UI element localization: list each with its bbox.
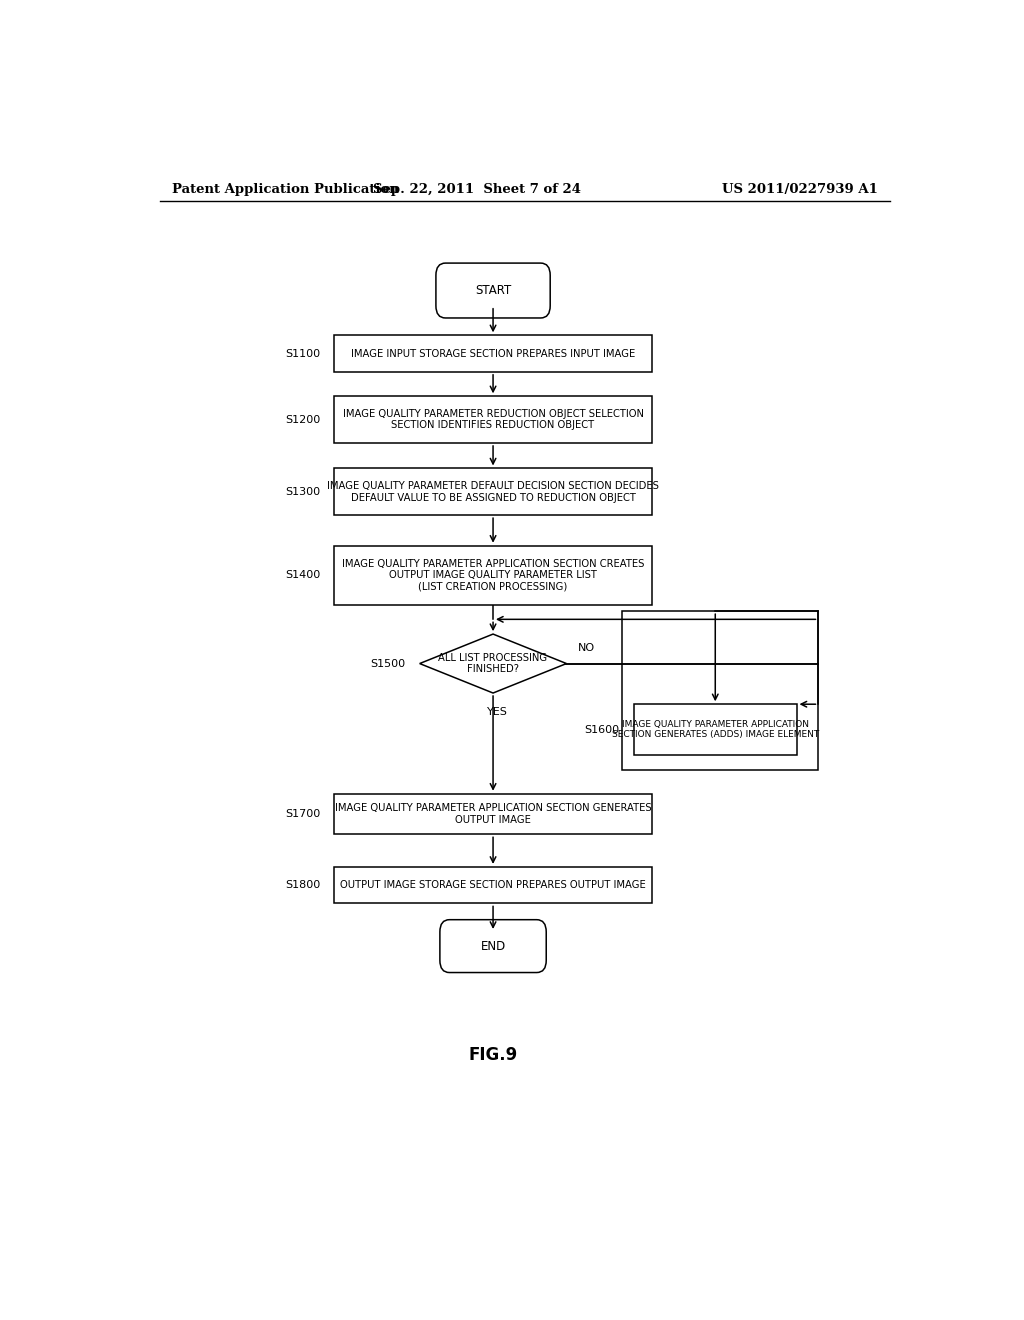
Text: IMAGE QUALITY PARAMETER APPLICATION SECTION GENERATES
OUTPUT IMAGE: IMAGE QUALITY PARAMETER APPLICATION SECT… — [335, 803, 651, 825]
Text: S1300: S1300 — [285, 487, 321, 496]
Bar — [622, 611, 818, 771]
Text: NO: NO — [579, 643, 596, 653]
Text: Patent Application Publication: Patent Application Publication — [172, 183, 398, 195]
Text: S1800: S1800 — [285, 880, 321, 890]
Text: S1600: S1600 — [585, 725, 620, 735]
Bar — [334, 867, 652, 903]
Text: Sep. 22, 2011  Sheet 7 of 24: Sep. 22, 2011 Sheet 7 of 24 — [373, 183, 582, 195]
Bar — [334, 396, 652, 444]
FancyBboxPatch shape — [436, 263, 550, 318]
Text: START: START — [475, 284, 511, 297]
Text: OUTPUT IMAGE STORAGE SECTION PREPARES OUTPUT IMAGE: OUTPUT IMAGE STORAGE SECTION PREPARES OU… — [340, 880, 646, 890]
Text: FIG.9: FIG.9 — [468, 1045, 518, 1064]
Text: IMAGE QUALITY PARAMETER APPLICATION
SECTION GENERATES (ADDS) IMAGE ELEMENT: IMAGE QUALITY PARAMETER APPLICATION SECT… — [611, 719, 819, 739]
Bar — [334, 793, 652, 834]
Text: IMAGE QUALITY PARAMETER DEFAULT DECISION SECTION DECIDES
DEFAULT VALUE TO BE ASS: IMAGE QUALITY PARAMETER DEFAULT DECISION… — [327, 480, 659, 503]
Text: ALL LIST PROCESSING
FINISHED?: ALL LIST PROCESSING FINISHED? — [438, 653, 548, 675]
Text: IMAGE QUALITY PARAMETER REDUCTION OBJECT SELECTION
SECTION IDENTIFIES REDUCTION : IMAGE QUALITY PARAMETER REDUCTION OBJECT… — [343, 409, 643, 430]
Text: S1100: S1100 — [285, 348, 321, 359]
Text: S1700: S1700 — [285, 809, 321, 818]
Bar — [634, 704, 797, 755]
Polygon shape — [420, 634, 566, 693]
Text: IMAGE INPUT STORAGE SECTION PREPARES INPUT IMAGE: IMAGE INPUT STORAGE SECTION PREPARES INP… — [351, 348, 635, 359]
Text: S1500: S1500 — [371, 659, 406, 668]
Text: S1400: S1400 — [285, 570, 321, 579]
FancyBboxPatch shape — [440, 920, 546, 973]
Text: S1200: S1200 — [285, 414, 321, 425]
Text: YES: YES — [486, 708, 508, 717]
Text: IMAGE QUALITY PARAMETER APPLICATION SECTION CREATES
OUTPUT IMAGE QUALITY PARAMET: IMAGE QUALITY PARAMETER APPLICATION SECT… — [342, 558, 644, 591]
Bar — [334, 545, 652, 605]
Text: US 2011/0227939 A1: US 2011/0227939 A1 — [722, 183, 878, 195]
Bar — [334, 469, 652, 515]
Text: END: END — [480, 940, 506, 953]
Bar — [334, 335, 652, 372]
